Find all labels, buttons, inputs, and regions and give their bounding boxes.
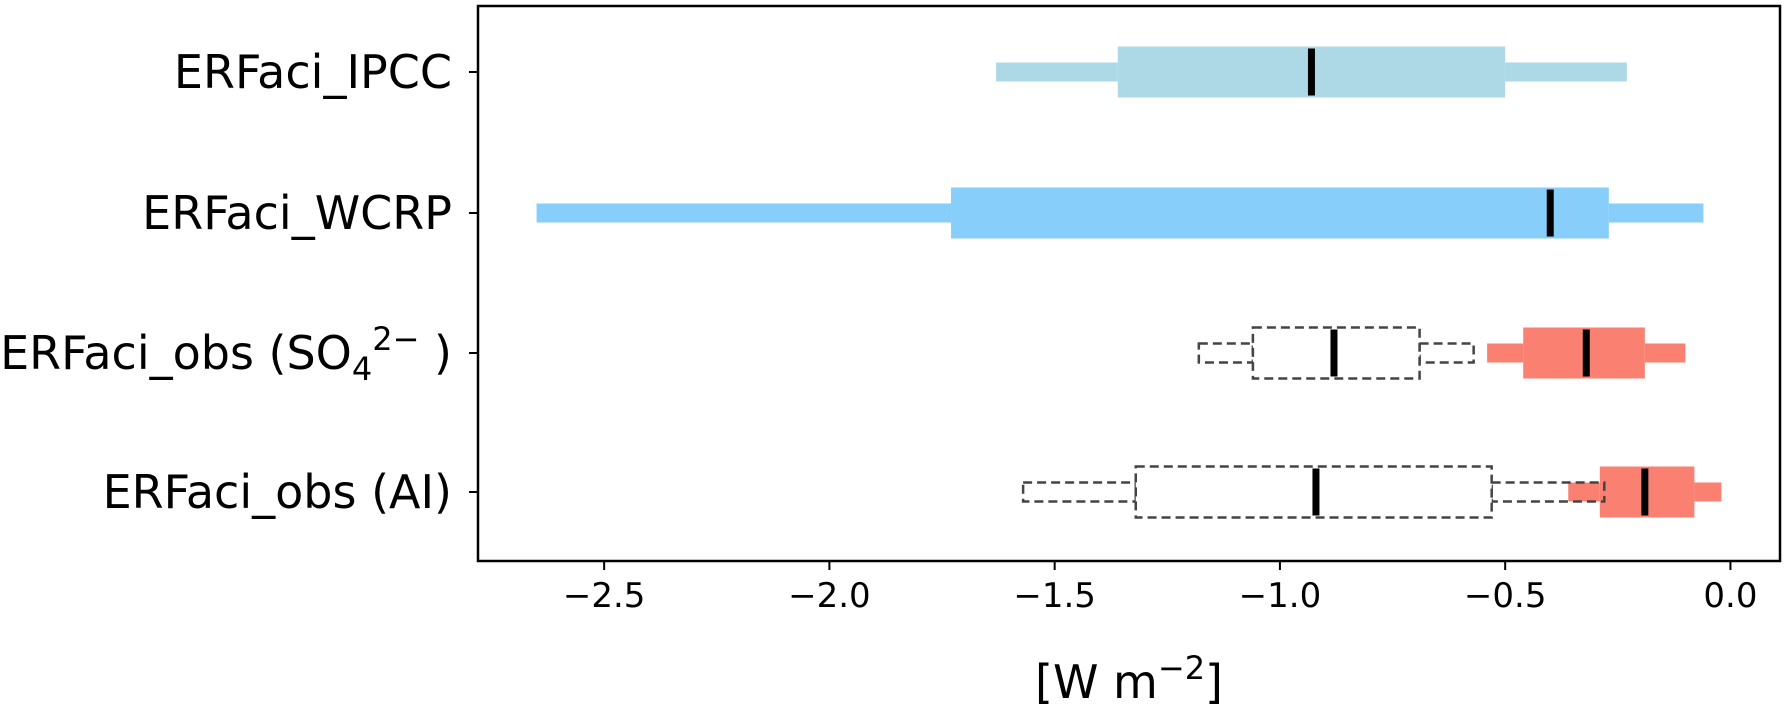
whisker-low [1568, 482, 1600, 502]
whisker-low [1487, 343, 1524, 363]
category-label-ai: ERFaci_obs (AI) [103, 465, 452, 519]
y-axis: ERFaci_IPCC ERFaci_WCRP ERFaci_obs (SO42− … [0, 45, 478, 519]
category-label-ipcc: ERFaci_IPCC [174, 45, 452, 99]
box-so4-dashed [1197, 326, 1475, 380]
category-label-wcrp: ERFaci_WCRP [142, 186, 452, 240]
x-tick-label: −1.0 [1239, 576, 1322, 616]
box-ai-dashed [1021, 465, 1606, 519]
x-tick-label: −2.0 [788, 576, 871, 616]
plot-frame [476, 4, 1782, 563]
x-tick-label: 0.0 [1703, 576, 1757, 616]
whisker-high [1418, 342, 1475, 364]
x-tick-label: −1.5 [1013, 576, 1096, 616]
whisker-low [1197, 342, 1255, 364]
box-wcrp-filled [536, 187, 1704, 239]
box-ai-filled [1568, 466, 1722, 518]
x-tick-label: −2.5 [563, 576, 646, 616]
x-axis-title: [W m−2] [1035, 649, 1223, 709]
whisker-high [1644, 343, 1686, 363]
whisker-low [996, 62, 1118, 82]
category-label-so4: ERFaci_obs (SO42− ) [0, 320, 452, 388]
x-axis: −2.5 −2.0 −1.5 −1.0 −0.5 0.0 [563, 561, 1757, 616]
whisker-high [1608, 203, 1704, 223]
boxes-layer [536, 46, 1722, 519]
box-so4-filled [1487, 327, 1686, 379]
whisker-low [536, 203, 952, 223]
x-tick-label: −0.5 [1464, 576, 1547, 616]
whisker-high [1505, 62, 1627, 82]
whisker-high [1694, 482, 1722, 502]
box-ipcc-filled [996, 46, 1627, 98]
box-body [951, 187, 1609, 239]
whisker-low [1021, 481, 1138, 503]
